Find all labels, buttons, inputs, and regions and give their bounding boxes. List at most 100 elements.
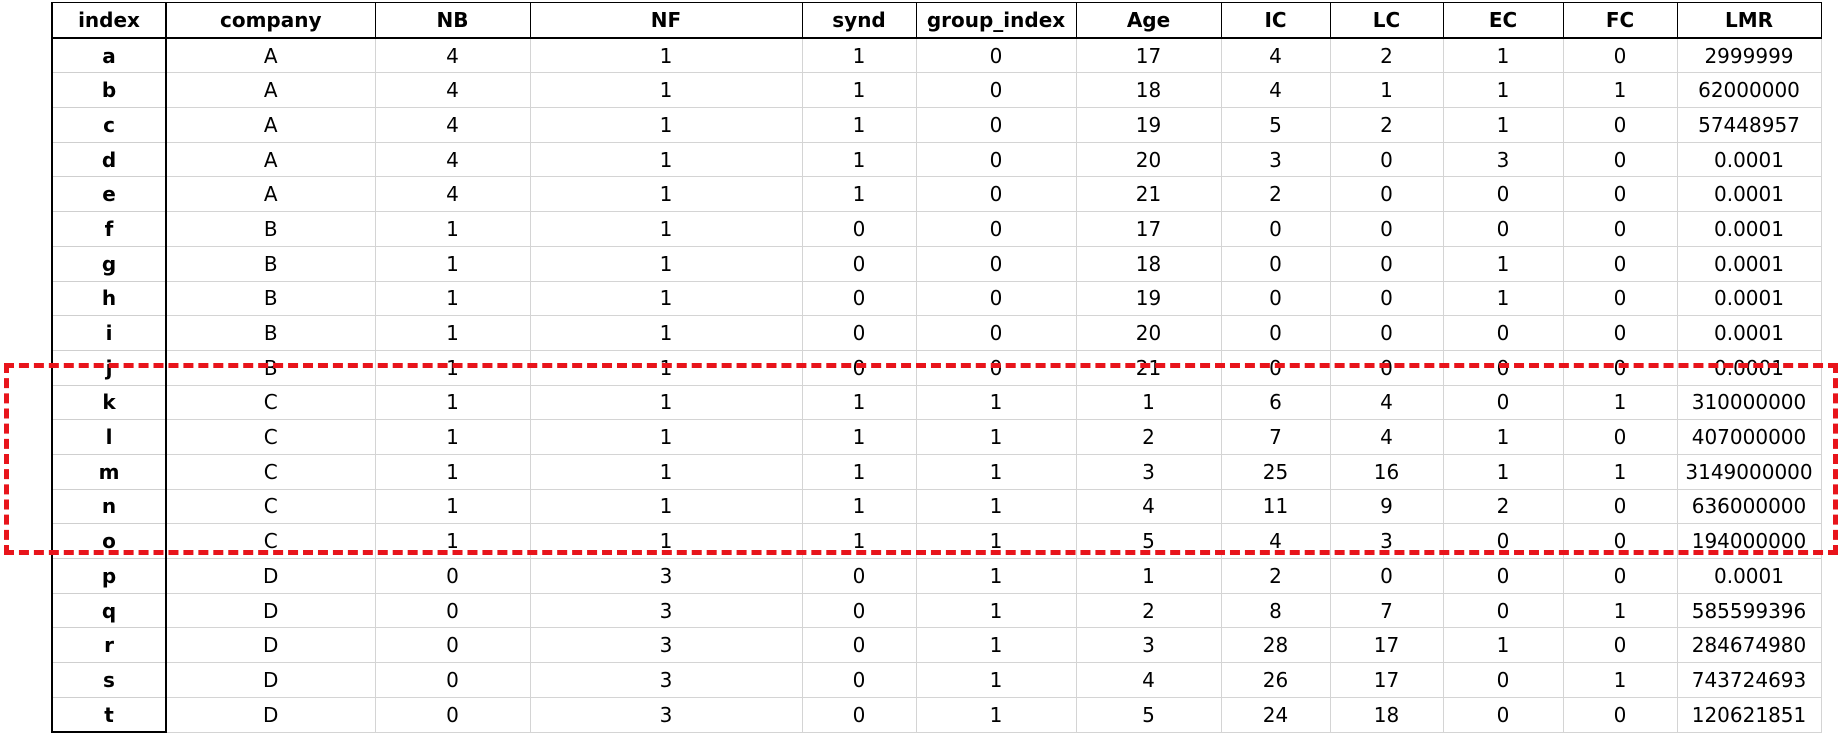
cell-ic[interactable]: 0 [1220,245,1331,282]
cell-fc[interactable]: 0 [1562,280,1678,317]
cell-lmr[interactable]: 57448957 [1676,107,1822,143]
cell-fc[interactable]: 1 [1562,72,1678,109]
cell-nf[interactable]: 1 [529,523,803,559]
cell-synd[interactable]: 0 [801,349,917,386]
cell-synd[interactable]: 1 [801,419,917,455]
cell-fc[interactable]: 0 [1562,37,1678,74]
row-index-cell[interactable]: t [51,696,167,733]
cell-synd[interactable]: 0 [801,627,917,664]
cell-fc[interactable]: 0 [1562,107,1678,143]
cell-age[interactable]: 4 [1075,488,1222,525]
cell-lc[interactable]: 7 [1329,592,1444,629]
cell-ec[interactable]: 0 [1442,176,1564,213]
cell-age[interactable]: 18 [1075,245,1222,282]
cell-company[interactable]: B [165,280,376,317]
cell-ic[interactable]: 2 [1220,558,1331,594]
cell-ec[interactable]: 1 [1442,280,1564,317]
cell-group-index[interactable]: 1 [915,419,1077,455]
cell-group-index[interactable]: 1 [915,453,1077,490]
cell-lmr[interactable]: 585599396 [1676,592,1822,629]
column-header-lmr[interactable]: LMR [1676,1,1822,39]
cell-fc[interactable]: 0 [1562,315,1678,351]
column-header-nf[interactable]: NF [529,1,803,39]
row-index-cell[interactable]: i [51,315,167,351]
column-header-ec[interactable]: EC [1442,1,1564,39]
cell-synd[interactable]: 1 [801,384,917,421]
cell-fc[interactable]: 0 [1562,488,1678,525]
cell-nb[interactable]: 0 [374,662,531,698]
cell-nf[interactable]: 3 [529,696,803,733]
column-header-group-index[interactable]: group_index [915,1,1077,39]
row-index-cell[interactable]: e [51,176,167,213]
cell-lc[interactable]: 16 [1329,453,1444,490]
cell-lc[interactable]: 17 [1329,662,1444,698]
cell-fc[interactable]: 1 [1562,453,1678,490]
row-index-cell[interactable]: k [51,384,167,421]
cell-company[interactable]: A [165,176,376,213]
cell-lmr[interactable]: 62000000 [1676,72,1822,109]
cell-nf[interactable]: 1 [529,176,803,213]
cell-age[interactable]: 4 [1075,662,1222,698]
cell-lc[interactable]: 2 [1329,107,1444,143]
cell-nf[interactable]: 1 [529,141,803,178]
cell-fc[interactable]: 0 [1562,349,1678,386]
cell-lc[interactable]: 0 [1329,280,1444,317]
cell-synd[interactable]: 0 [801,211,917,247]
cell-lmr[interactable]: 0.0001 [1676,245,1822,282]
cell-ec[interactable]: 1 [1442,627,1564,664]
cell-ec[interactable]: 0 [1442,696,1564,733]
column-header-ic[interactable]: IC [1220,1,1331,39]
cell-group-index[interactable]: 0 [915,280,1077,317]
cell-nf[interactable]: 1 [529,315,803,351]
cell-company[interactable]: C [165,523,376,559]
cell-lmr[interactable]: 0.0001 [1676,558,1822,594]
row-index-cell[interactable]: f [51,211,167,247]
cell-nb[interactable]: 0 [374,558,531,594]
cell-synd[interactable]: 1 [801,453,917,490]
cell-nb[interactable]: 1 [374,315,531,351]
cell-synd[interactable]: 1 [801,37,917,74]
cell-group-index[interactable]: 1 [915,627,1077,664]
cell-lc[interactable]: 3 [1329,523,1444,559]
column-header-index[interactable]: index [51,1,167,39]
cell-group-index[interactable]: 0 [915,245,1077,282]
cell-lmr[interactable]: 0.0001 [1676,280,1822,317]
cell-fc[interactable]: 0 [1562,696,1678,733]
cell-lc[interactable]: 2 [1329,37,1444,74]
cell-lmr[interactable]: 407000000 [1676,419,1822,455]
column-header-nb[interactable]: NB [374,1,531,39]
cell-nb[interactable]: 1 [374,245,531,282]
row-index-cell[interactable]: b [51,72,167,109]
cell-company[interactable]: D [165,592,376,629]
cell-nf[interactable]: 1 [529,419,803,455]
cell-group-index[interactable]: 0 [915,72,1077,109]
cell-fc[interactable]: 1 [1562,384,1678,421]
cell-synd[interactable]: 1 [801,72,917,109]
cell-group-index[interactable]: 1 [915,696,1077,733]
cell-nf[interactable]: 1 [529,280,803,317]
cell-lc[interactable]: 0 [1329,349,1444,386]
cell-fc[interactable]: 0 [1562,627,1678,664]
cell-age[interactable]: 5 [1075,523,1222,559]
column-header-lc[interactable]: LC [1329,1,1444,39]
cell-age[interactable]: 3 [1075,627,1222,664]
cell-group-index[interactable]: 0 [915,37,1077,74]
cell-group-index[interactable]: 1 [915,488,1077,525]
cell-nf[interactable]: 1 [529,245,803,282]
cell-ic[interactable]: 7 [1220,419,1331,455]
cell-nb[interactable]: 1 [374,488,531,525]
cell-ic[interactable]: 0 [1220,349,1331,386]
cell-ec[interactable]: 0 [1442,315,1564,351]
cell-age[interactable]: 1 [1075,558,1222,594]
cell-fc[interactable]: 0 [1562,245,1678,282]
cell-lc[interactable]: 0 [1329,141,1444,178]
column-header-synd[interactable]: synd [801,1,917,39]
cell-lc[interactable]: 17 [1329,627,1444,664]
cell-company[interactable]: C [165,453,376,490]
cell-lc[interactable]: 0 [1329,245,1444,282]
cell-nb[interactable]: 4 [374,141,531,178]
cell-lmr[interactable]: 0.0001 [1676,211,1822,247]
cell-age[interactable]: 5 [1075,696,1222,733]
cell-group-index[interactable]: 1 [915,558,1077,594]
cell-fc[interactable]: 0 [1562,176,1678,213]
